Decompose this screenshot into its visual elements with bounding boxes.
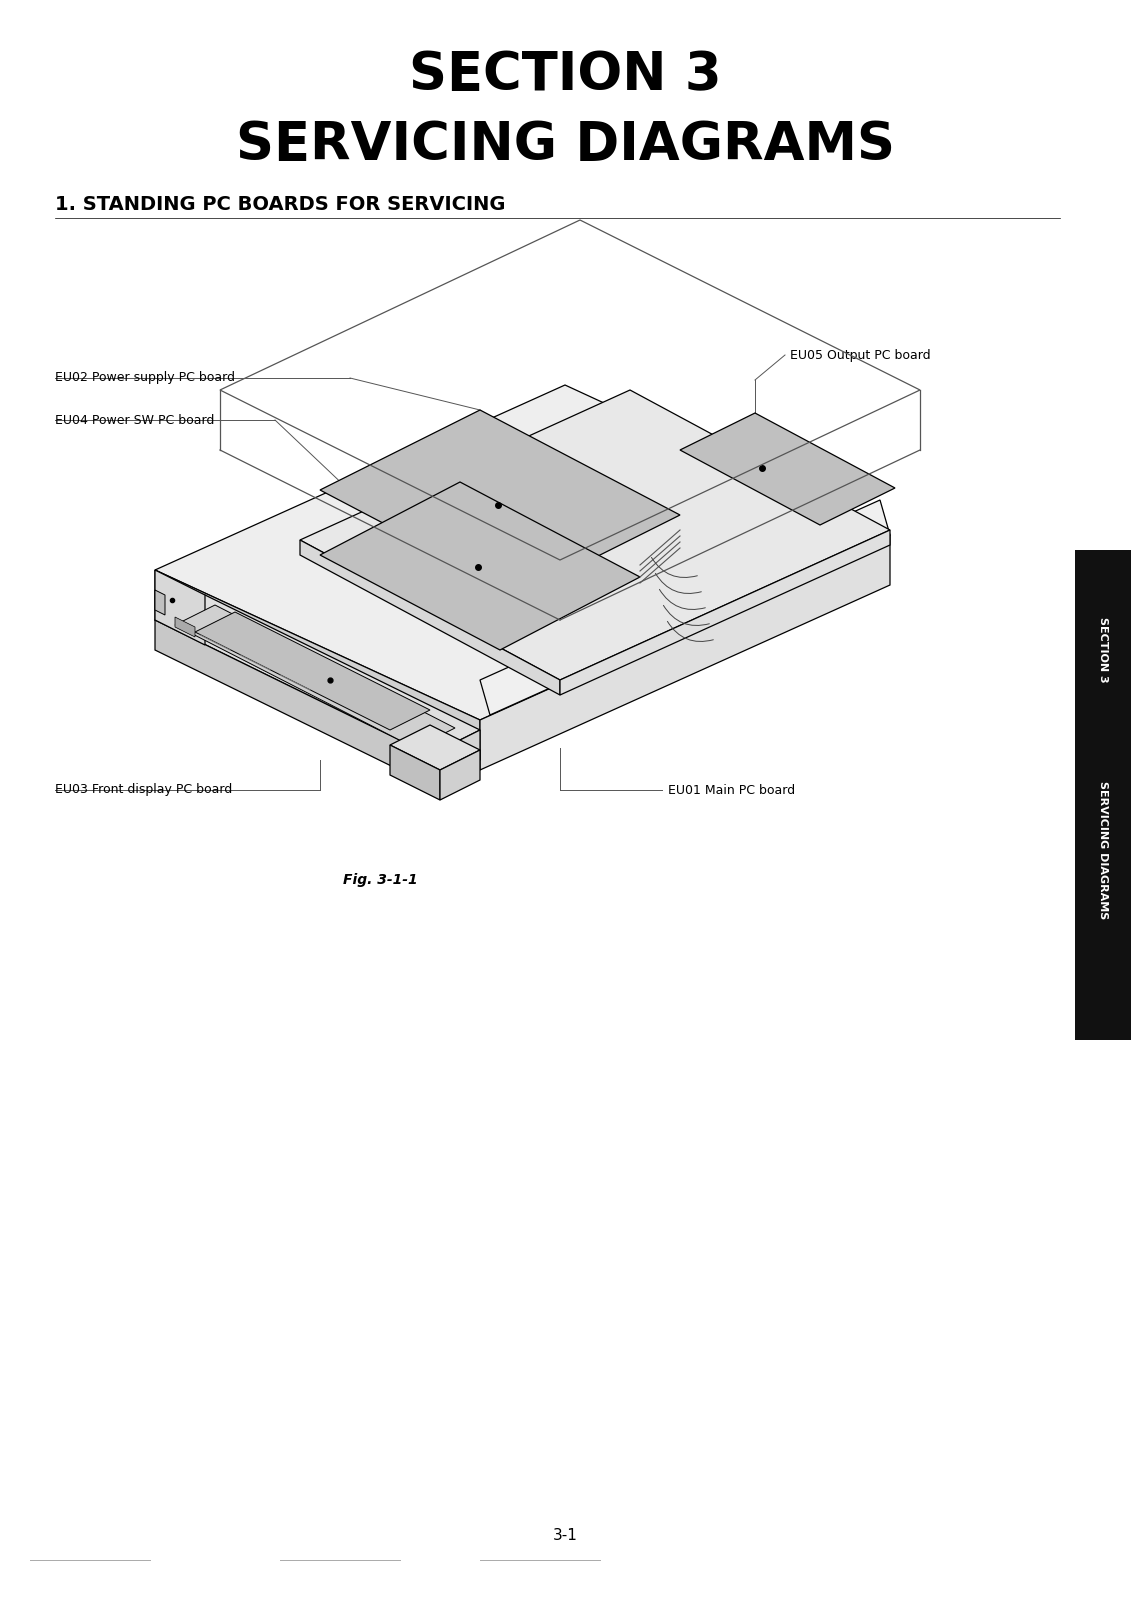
Text: EU02 Power supply PC board: EU02 Power supply PC board (55, 371, 235, 384)
Text: EU04 Power SW PC board: EU04 Power SW PC board (55, 413, 215, 427)
Polygon shape (155, 570, 480, 770)
Polygon shape (155, 595, 480, 755)
Text: 1. STANDING PC BOARDS FOR SERVICING: 1. STANDING PC BOARDS FOR SERVICING (55, 195, 506, 214)
Polygon shape (320, 410, 680, 595)
Polygon shape (680, 413, 895, 525)
Polygon shape (390, 746, 440, 800)
Polygon shape (300, 541, 560, 694)
Polygon shape (560, 530, 890, 694)
Polygon shape (155, 590, 165, 614)
Polygon shape (155, 570, 205, 645)
Bar (1074, 550, 1131, 1040)
Polygon shape (300, 390, 890, 680)
Polygon shape (175, 618, 195, 637)
Polygon shape (195, 611, 430, 730)
Polygon shape (390, 725, 480, 770)
Polygon shape (480, 534, 890, 770)
Polygon shape (155, 619, 430, 786)
Text: Fig. 3-1-1: Fig. 3-1-1 (343, 874, 417, 886)
Text: EU05 Output PC board: EU05 Output PC board (789, 349, 931, 362)
Text: 3-1: 3-1 (553, 1528, 578, 1542)
Polygon shape (175, 605, 455, 749)
Text: EU03 Front display PC board: EU03 Front display PC board (55, 784, 232, 797)
Text: SECTION 3: SECTION 3 (1098, 618, 1108, 683)
Text: SERVICING DIAGRAMS: SERVICING DIAGRAMS (235, 118, 895, 171)
Polygon shape (320, 482, 640, 650)
Polygon shape (440, 750, 480, 800)
Polygon shape (480, 499, 890, 715)
Polygon shape (430, 730, 480, 786)
Text: EU01 Main PC board: EU01 Main PC board (668, 784, 795, 797)
Text: SECTION 3: SECTION 3 (408, 50, 722, 101)
Polygon shape (155, 386, 890, 720)
Text: SERVICING DIAGRAMS: SERVICING DIAGRAMS (1098, 781, 1108, 918)
